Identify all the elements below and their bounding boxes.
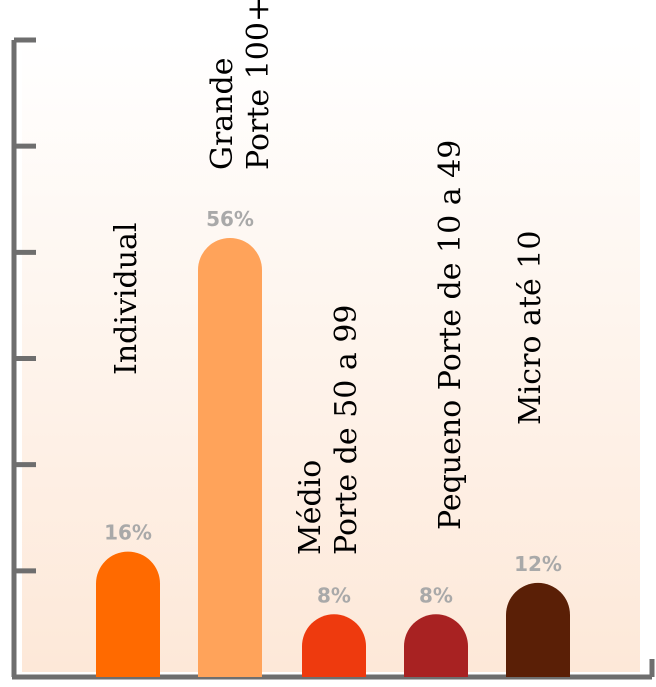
category-label: Médio	[293, 460, 328, 555]
data-label: 16%	[104, 521, 152, 545]
category-label: Individual	[109, 222, 144, 375]
category-labels: Individual Grande Porte 100+ Médio Porte de …	[109, 0, 548, 555]
category-label: Pequeno Porte de 10 a 49	[433, 140, 468, 530]
bar	[198, 238, 262, 677]
category-label: Porte de 50 a 99	[329, 304, 364, 555]
category-label: Grande	[205, 58, 240, 170]
data-label: 12%	[514, 552, 562, 576]
data-label: 8%	[317, 583, 351, 607]
bars	[96, 238, 570, 677]
bar	[404, 614, 468, 677]
data-label: 8%	[419, 583, 453, 607]
data-label: 56%	[206, 207, 254, 231]
bar	[302, 614, 366, 677]
bar	[96, 551, 160, 677]
bar	[506, 582, 570, 677]
value-labels: 16% 56% 8% 8% 12%	[104, 207, 562, 607]
category-label: Porte 100+	[241, 0, 276, 170]
category-label: Micro até 10	[513, 231, 548, 425]
